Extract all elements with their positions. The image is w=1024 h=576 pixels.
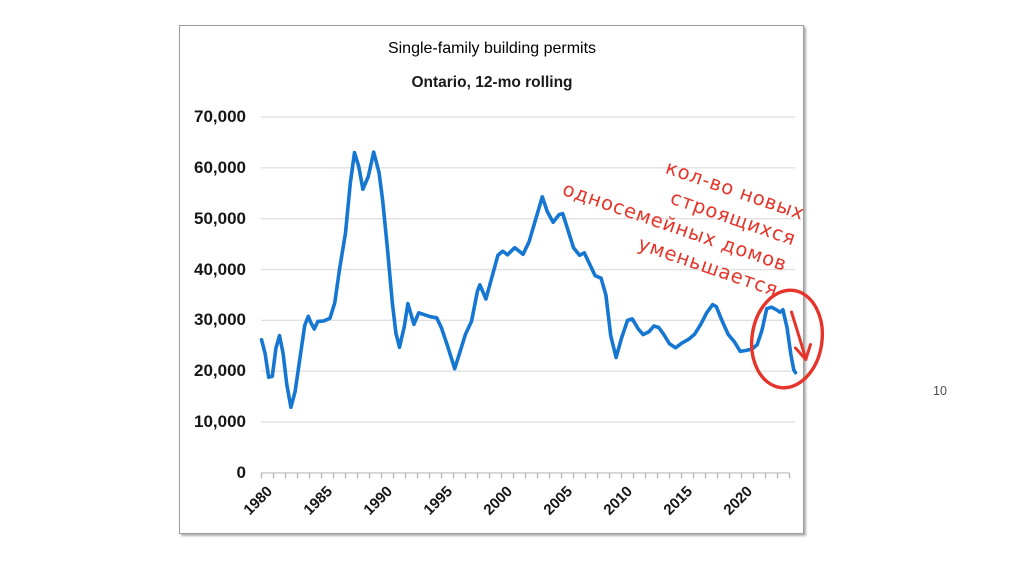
x-axis-ticks <box>260 472 791 479</box>
down-arrow-head-icon <box>794 343 812 361</box>
y-axis-tick-label: 30,000 <box>194 310 246 330</box>
down-arrow-icon <box>790 310 807 360</box>
y-axis-tick-label: 40,000 <box>194 259 246 279</box>
y-axis-tick-label: 60,000 <box>194 157 246 177</box>
y-axis-tick-label: 20,000 <box>194 361 246 381</box>
y-axis-tick-label: 70,000 <box>194 107 246 127</box>
page-number: 10 <box>933 384 947 398</box>
chart-title: Single-family building permits <box>387 40 597 57</box>
highlight-ellipse <box>749 288 825 390</box>
permits-line <box>259 150 798 410</box>
y-axis-tick-label: 10,000 <box>194 412 246 432</box>
chart-subtitle: Ontario, 12-mo rolling <box>411 74 573 91</box>
y-axis-tick-label: 0 <box>236 462 246 482</box>
gridlines <box>261 116 795 423</box>
line-series <box>259 150 798 410</box>
y-axis-tick-label: 50,000 <box>194 208 246 228</box>
